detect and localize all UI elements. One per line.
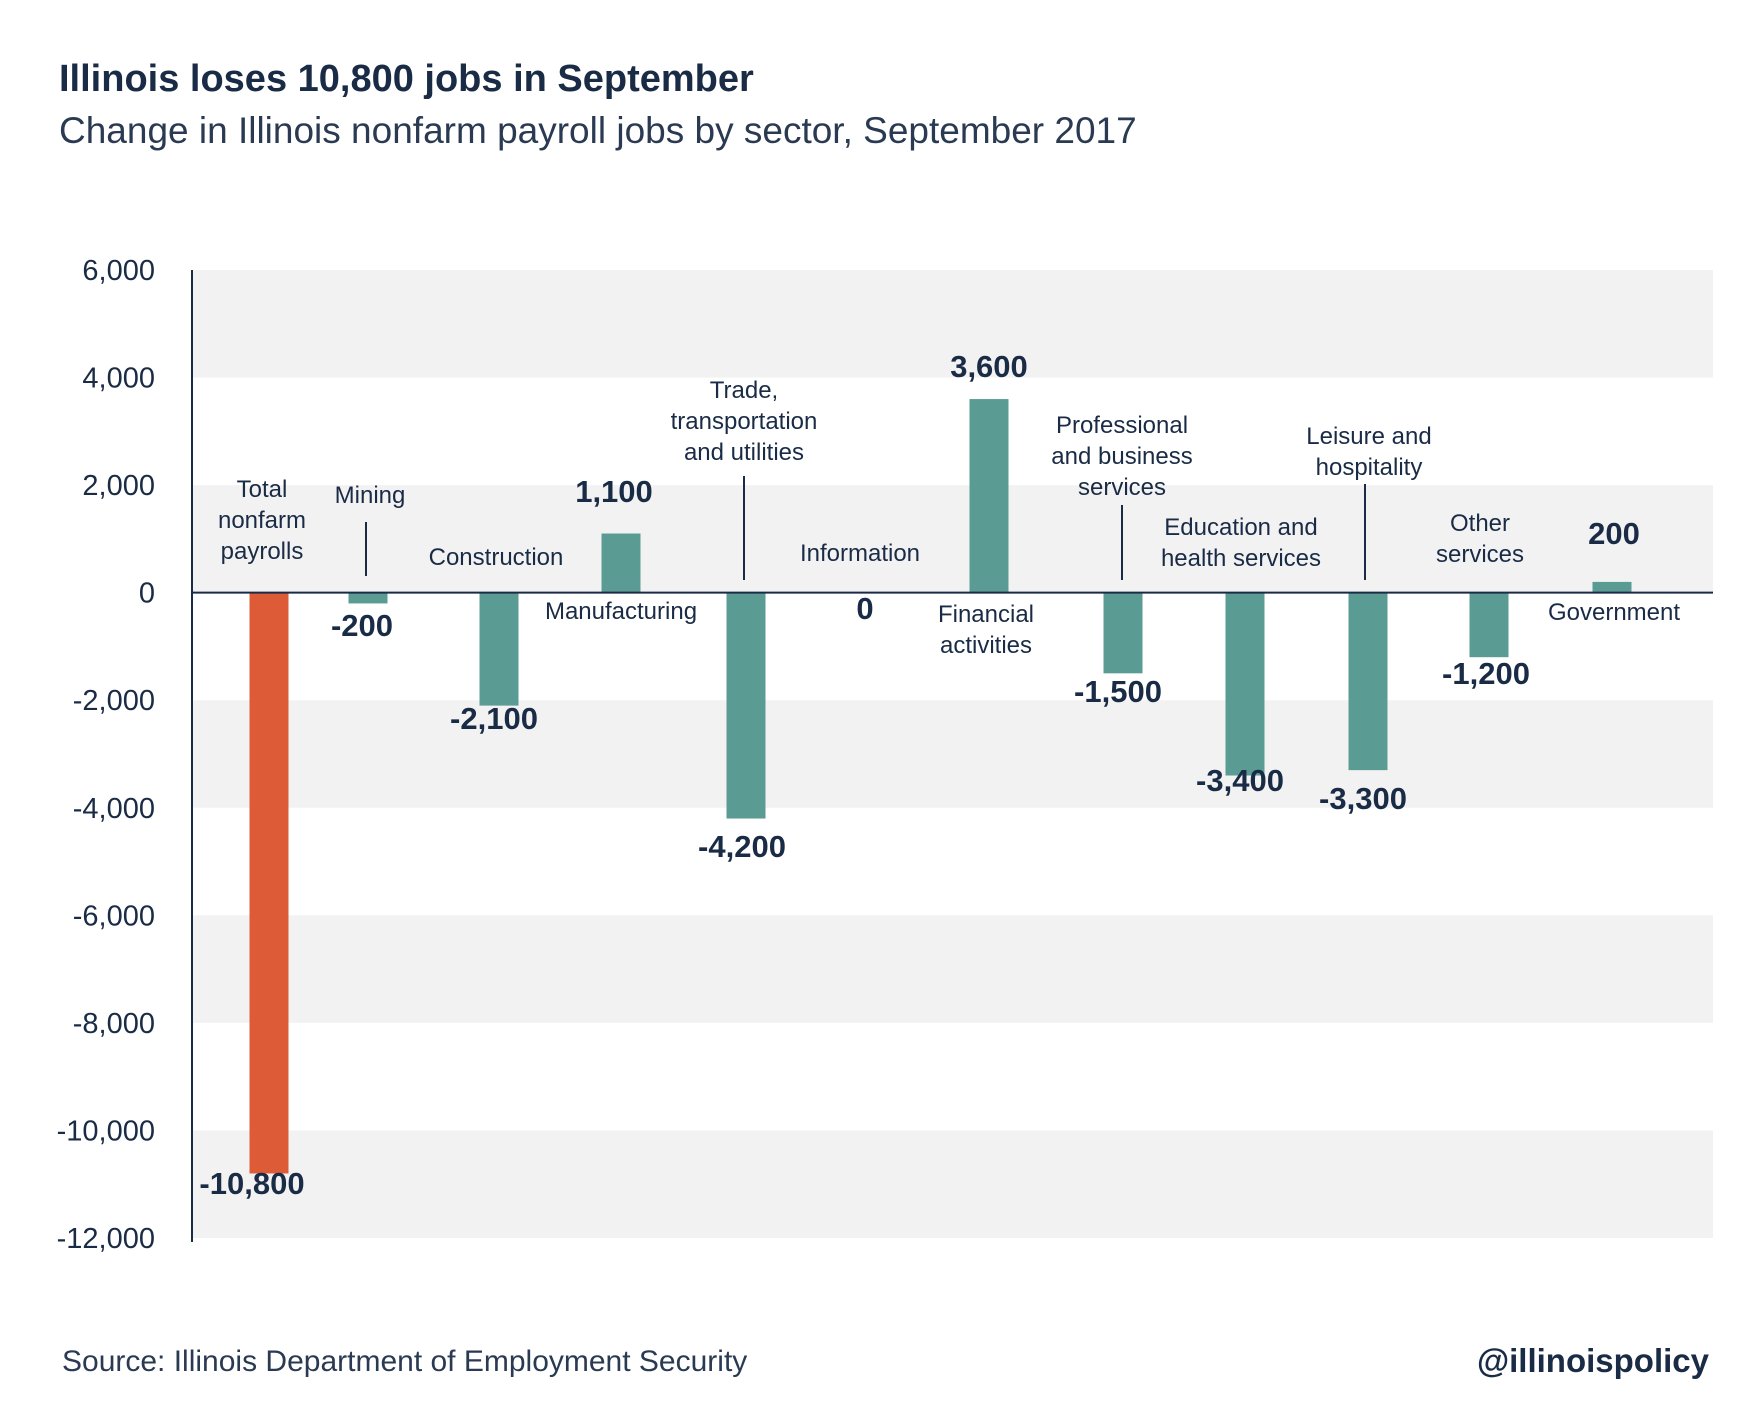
grid-band [192, 1130, 1713, 1238]
chart-subtitle: Change in Illinois nonfarm payroll jobs … [59, 110, 1137, 151]
category-label: Financial activities [938, 601, 1034, 659]
bar-4 [726, 592, 766, 819]
y-tick-label: -4,000 [73, 793, 155, 825]
bar-0 [249, 592, 289, 1174]
category-label: Government [1548, 599, 1680, 626]
value-label: -200 [331, 608, 393, 643]
category-label: Construction [429, 544, 564, 571]
grid-band [192, 270, 1713, 378]
bar-3 [601, 533, 641, 593]
category-label: Leisure and hospitality [1306, 423, 1431, 481]
category-label: Professional and business services [1051, 412, 1192, 501]
value-label: 200 [1588, 516, 1640, 551]
y-tick-label: 2,000 [82, 470, 155, 502]
category-label: Information [800, 540, 920, 567]
bar-11 [1592, 581, 1632, 593]
y-tick-label: -8,000 [73, 1008, 155, 1040]
value-label: 0 [856, 591, 873, 626]
y-tick-label: -10,000 [57, 1115, 155, 1147]
grid-band [192, 700, 1713, 808]
y-tick-label: -6,000 [73, 900, 155, 932]
bar-2 [479, 592, 519, 706]
bar-9 [1348, 592, 1388, 771]
value-label: -2,100 [450, 701, 538, 736]
y-tick-label: -2,000 [73, 685, 155, 717]
bar-7 [1103, 592, 1143, 674]
category-label: Mining [335, 482, 406, 509]
bar-6 [969, 399, 1009, 593]
value-label: -4,200 [698, 829, 786, 864]
grid-band [192, 915, 1713, 1023]
y-tick-label: 4,000 [82, 363, 155, 395]
bar-8 [1225, 592, 1265, 776]
value-label: -3,400 [1196, 763, 1284, 798]
bar-10 [1469, 592, 1509, 658]
value-label: -10,800 [199, 1166, 304, 1201]
y-tick-label: 0 [139, 578, 155, 610]
y-tick-label: -12,000 [57, 1223, 155, 1255]
chart-title: Illinois loses 10,800 jobs in September [59, 58, 754, 100]
category-label: Education and health services [1161, 514, 1321, 572]
value-label: -1,200 [1442, 656, 1530, 691]
value-label: 3,600 [950, 349, 1028, 384]
y-tick-label: 6,000 [82, 255, 155, 287]
grid-band [192, 485, 1713, 593]
brand-handle: @illinoispolicy [1476, 1342, 1709, 1379]
category-label: Total nonfarm payrolls [218, 476, 306, 565]
value-label: 1,100 [575, 474, 653, 509]
value-label: -3,300 [1319, 781, 1407, 816]
category-label: Other services [1436, 510, 1524, 568]
source-note: Source: Illinois Department of Employmen… [62, 1345, 748, 1378]
category-label: Trade, transportation and utilities [671, 377, 818, 466]
category-label: Manufacturing [545, 598, 697, 625]
bar-1 [348, 592, 388, 604]
value-label: -1,500 [1074, 674, 1162, 709]
